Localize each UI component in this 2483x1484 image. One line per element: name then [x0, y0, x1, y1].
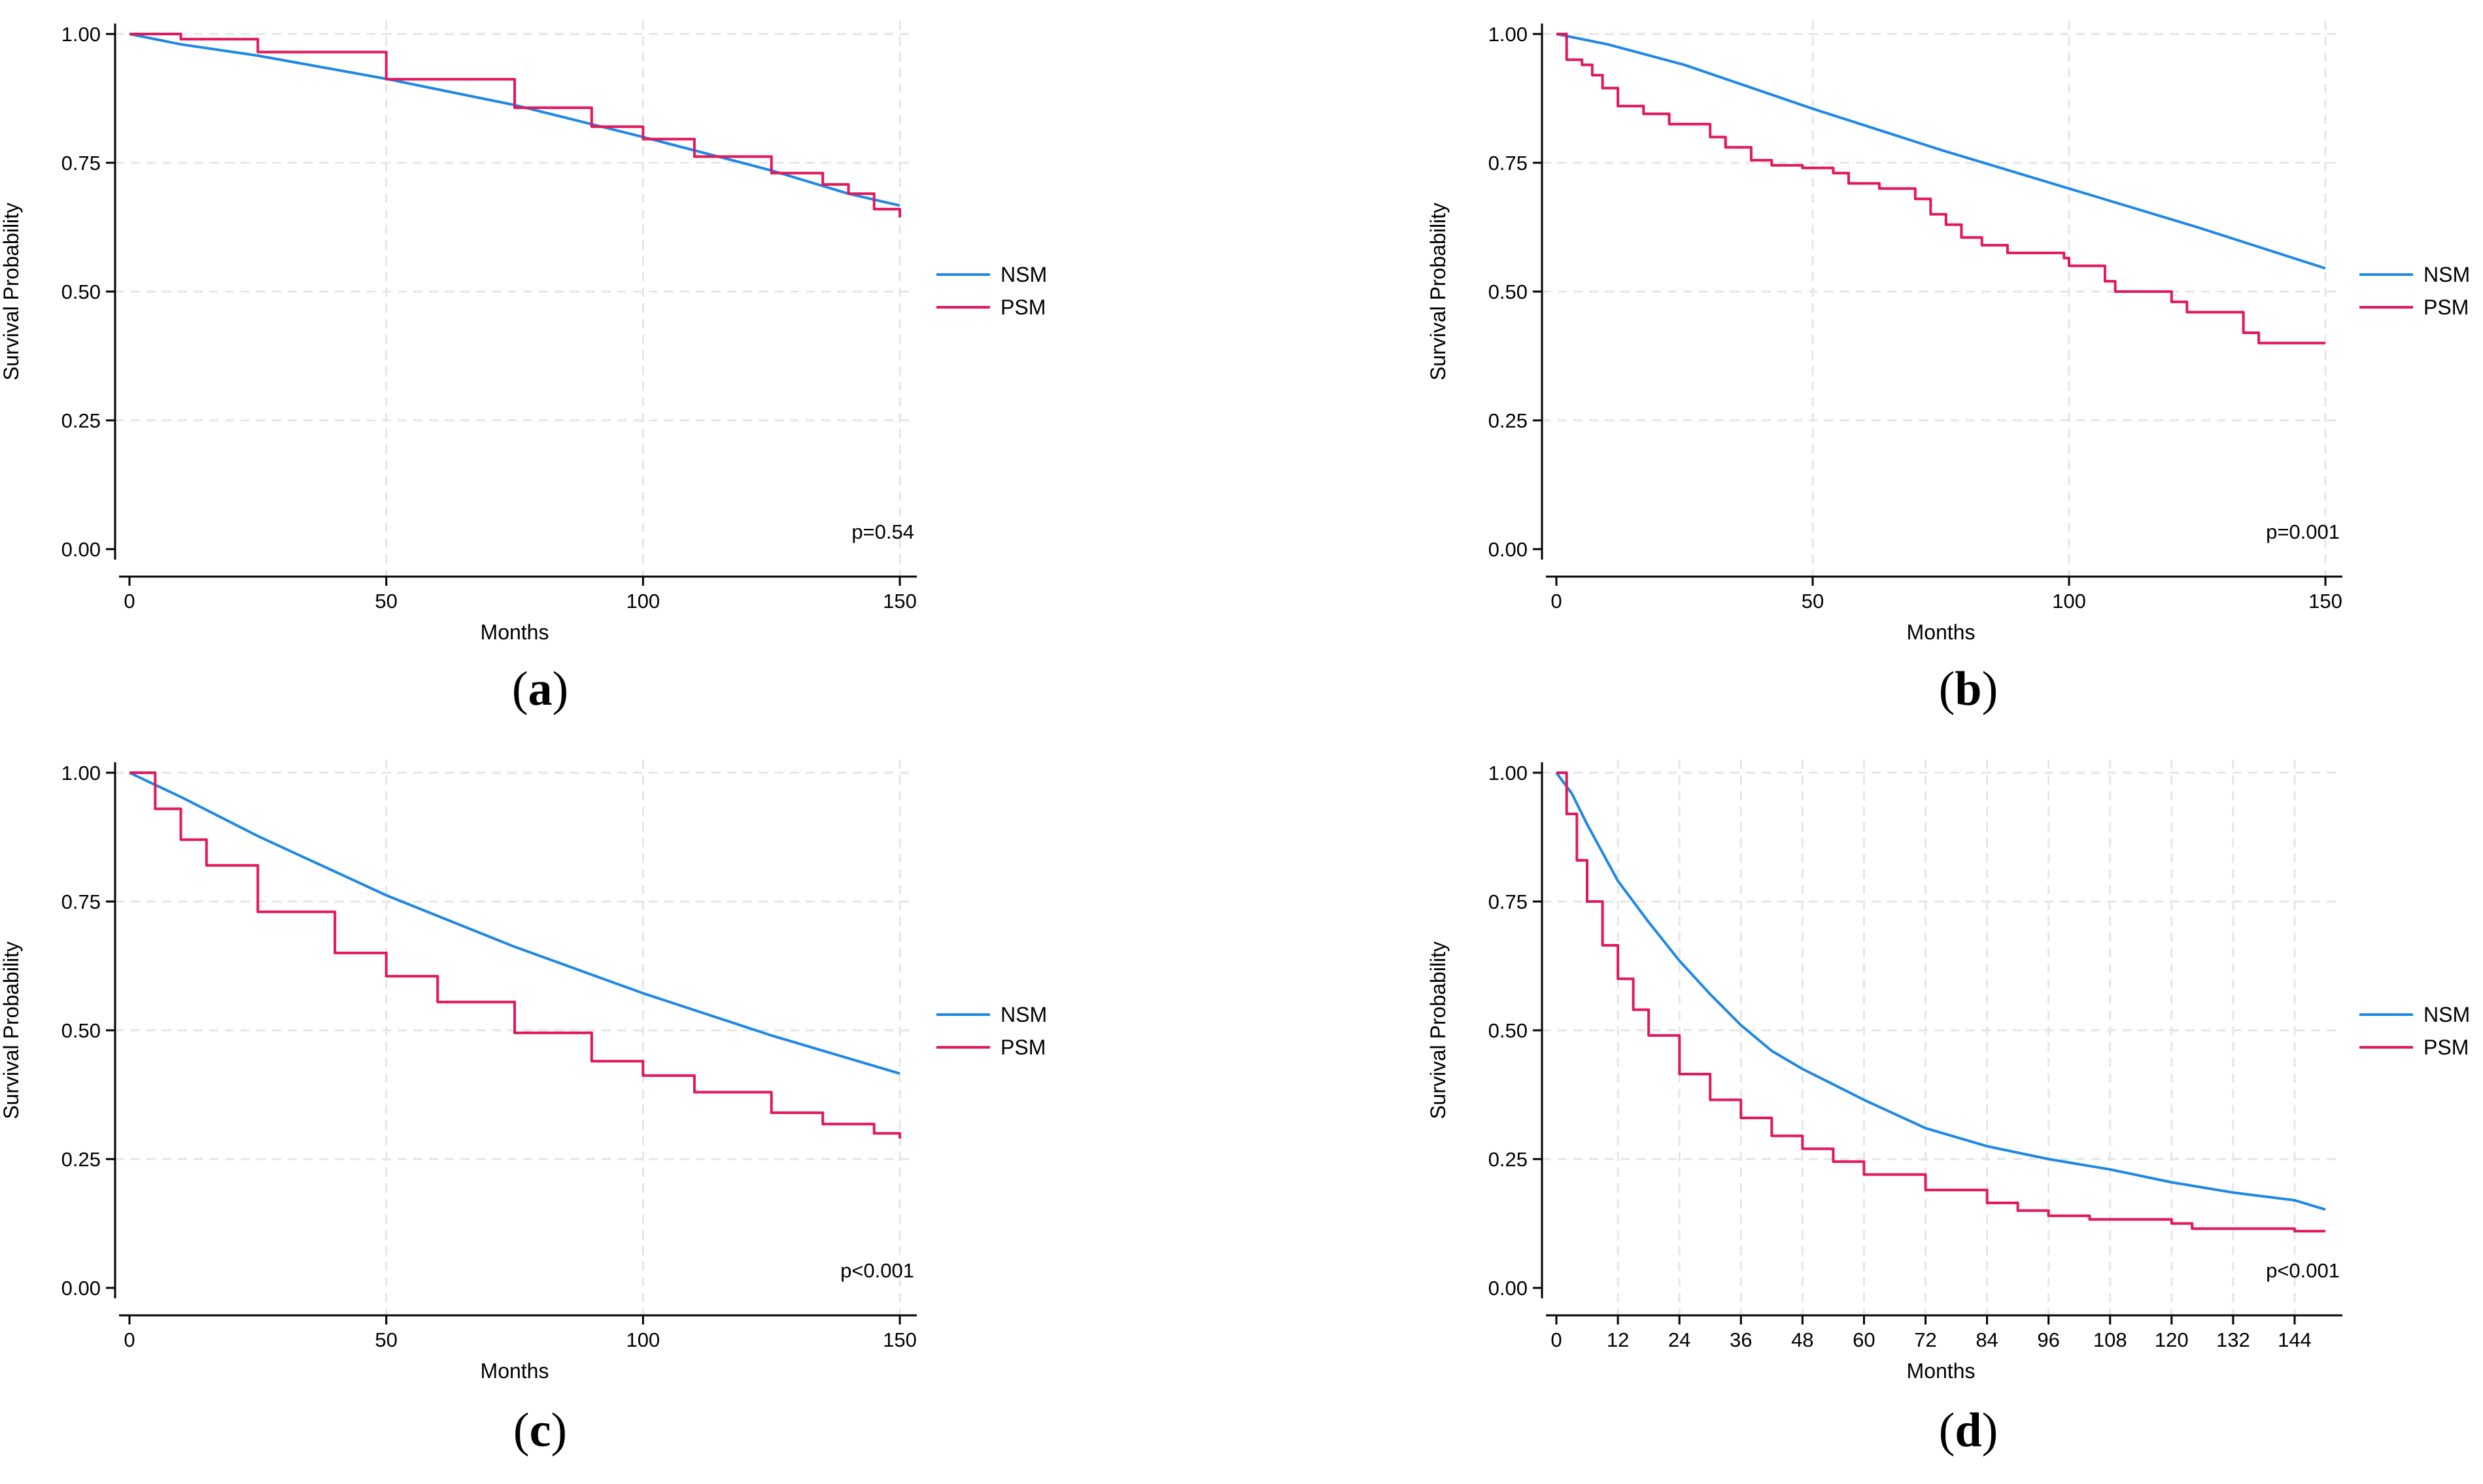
x-tick-label: 150 [2308, 590, 2342, 613]
x-tick-label: 96 [2037, 1328, 2059, 1351]
x-tick-label: 100 [626, 590, 660, 613]
y-tick-label: 0.25 [1488, 409, 1528, 432]
y-axis-title: Survival Probability [1426, 941, 1450, 1119]
x-tick-label: 36 [1730, 1328, 1752, 1351]
caption-letter: d [1955, 1404, 1981, 1457]
legend-label-nsm: NSM [2423, 263, 2470, 286]
legend: NSM PSM [936, 1003, 1047, 1059]
x-tick-label: 132 [2216, 1328, 2250, 1351]
y-tick-label: 0.75 [61, 152, 101, 175]
x-tick-label: 0 [1550, 590, 1562, 613]
y-tick-label: 0.50 [1488, 1019, 1528, 1042]
chart-panel-b: 0.00 0.25 0.50 0.75 1.00 0 50 100 150 Months Survi… [1426, 21, 2470, 716]
caption-paren-close: ) [553, 662, 569, 716]
legend: NSM PSM [2359, 263, 2470, 319]
y-tick-label: 0.50 [61, 1019, 101, 1042]
y-axis-title: Survival Probability [1426, 203, 1450, 380]
caption-paren-close: ) [551, 1404, 567, 1457]
chart-panel-d: 0.00 0.25 0.50 0.75 1.00 0 12 24 36 48 60 72 84 96 108… [1426, 760, 2470, 1457]
caption-paren-open: ( [1939, 1404, 1955, 1457]
panel-caption: (c) [513, 1404, 567, 1457]
x-tick-label: 0 [1550, 1328, 1562, 1351]
series-line-nsm [129, 771, 900, 1075]
y-tick-label: 0.00 [1488, 538, 1528, 561]
panel-caption: (d) [1939, 1404, 1998, 1457]
y-tick-label: 0.50 [61, 280, 101, 303]
y-tick-label: 1.00 [61, 762, 101, 784]
x-tick-label: 100 [2052, 590, 2086, 613]
caption-paren-close: ) [1982, 662, 1998, 716]
x-tick-label: 50 [375, 1328, 397, 1351]
legend-label-psm: PSM [2423, 1036, 2469, 1059]
caption-paren-open: ( [512, 662, 528, 716]
legend: NSM PSM [2359, 1003, 2470, 1059]
p-value-annotation: p=0.001 [2266, 520, 2340, 543]
chart-panel-c: 0.00 0.25 0.50 0.75 1.00 0 50 100 150 Months Survi… [0, 760, 1047, 1457]
caption-paren-open: ( [1939, 662, 1955, 716]
y-tick-label: 0.50 [1488, 280, 1528, 303]
x-axis-title: Months [1907, 1359, 1976, 1383]
y-tick-label: 0.25 [61, 409, 101, 432]
y-tick-label: 0.75 [61, 890, 101, 913]
x-tick-label: 150 [883, 590, 917, 613]
x-tick-label: 100 [626, 1328, 660, 1351]
y-tick-label: 0.75 [1488, 152, 1528, 175]
caption-letter: a [528, 662, 553, 716]
x-tick-label: 50 [375, 590, 397, 613]
caption-paren-open: ( [513, 1404, 530, 1457]
legend-label-psm: PSM [2423, 295, 2469, 319]
x-tick-label: 120 [2155, 1328, 2189, 1351]
p-value-annotation: p=0.54 [851, 520, 914, 543]
legend-label-psm: PSM [1001, 295, 1046, 319]
panel-caption: (a) [512, 662, 568, 716]
y-tick-label: 0.25 [1488, 1148, 1528, 1171]
y-tick-label: 1.00 [1488, 23, 1528, 46]
y-tick-label: 0.00 [1488, 1277, 1528, 1300]
y-axis-title: Survival Probability [0, 941, 23, 1119]
x-tick-label: 60 [1853, 1328, 1875, 1351]
x-tick-label: 24 [1668, 1328, 1690, 1351]
legend-label-psm: PSM [1001, 1036, 1046, 1059]
x-tick-label: 48 [1791, 1328, 1813, 1351]
y-tick-label: 1.00 [1488, 762, 1528, 784]
legend: NSM PSM [936, 263, 1047, 319]
x-tick-label: 84 [1976, 1328, 1998, 1351]
series-line-psm [129, 33, 901, 218]
chart-panel-a: 0.00 0.25 0.50 0.75 1.00 0 50 100 150 Months Survi… [0, 21, 1047, 716]
caption-letter: c [530, 1404, 551, 1457]
series-line-nsm [1555, 771, 2326, 1211]
x-axis-title: Months [481, 620, 549, 644]
x-tick-label: 12 [1607, 1328, 1629, 1351]
x-tick-label: 144 [2278, 1328, 2312, 1351]
x-axis-title: Months [481, 1359, 549, 1383]
x-tick-label: 150 [883, 1328, 917, 1351]
panel-caption: (b) [1939, 662, 1998, 716]
caption-paren-close: ) [1982, 1404, 1998, 1457]
caption-letter: b [1955, 662, 1981, 716]
y-tick-label: 0.75 [1488, 890, 1528, 913]
series-line-nsm [1556, 33, 2326, 270]
y-tick-label: 1.00 [61, 23, 101, 46]
x-tick-label: 72 [1914, 1328, 1936, 1351]
series-line-nsm [129, 33, 900, 207]
x-tick-label: 50 [1802, 590, 1824, 613]
y-tick-label: 0.00 [61, 1277, 101, 1300]
x-tick-label: 0 [124, 1328, 135, 1351]
y-tick-label: 0.00 [61, 538, 101, 561]
p-value-annotation: p<0.001 [2266, 1259, 2340, 1282]
x-tick-label: 108 [2093, 1328, 2127, 1351]
y-tick-label: 0.25 [61, 1148, 101, 1171]
series-line-psm [129, 771, 901, 1139]
x-axis-title: Months [1907, 620, 1976, 644]
legend-label-nsm: NSM [1001, 263, 1047, 286]
p-value-annotation: p<0.001 [840, 1259, 914, 1282]
legend-label-nsm: NSM [2423, 1003, 2470, 1026]
series-line-psm [1556, 771, 2325, 1233]
series-line-psm [1556, 33, 2325, 345]
y-axis-title: Survival Probability [0, 203, 23, 380]
legend-label-nsm: NSM [1001, 1003, 1047, 1026]
x-tick-label: 0 [124, 590, 135, 613]
